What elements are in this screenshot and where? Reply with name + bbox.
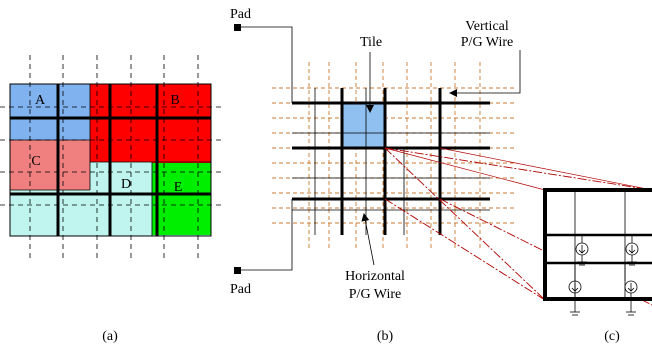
panel-b-thin-grid (292, 88, 490, 235)
region-label-d: D (121, 177, 131, 192)
caption-a: (a) (102, 329, 118, 344)
horizontal-wire-label-line2: P/G Wire (349, 287, 401, 302)
panel-b-power-grid: Pad Pad Tile Vertical P/G Wire Horizonta… (230, 7, 521, 344)
caption-c: (c) (604, 329, 620, 344)
panel-b-thick-grid (292, 88, 490, 235)
region-label-c: C (31, 154, 40, 169)
pad-top-wire (241, 26, 293, 103)
vertical-wire-label-line1: Vertical (465, 19, 509, 34)
vertical-wire-label-line2: P/G Wire (461, 35, 513, 50)
tile-label: Tile (360, 35, 382, 50)
pad-bottom-label: Pad (230, 282, 251, 297)
vertical-wire-arrow (449, 50, 521, 97)
panel-a-floorplan: A B C D E (a) (0, 55, 222, 344)
region-label-a: A (35, 93, 46, 108)
panel-a-dashed-grid (0, 55, 222, 262)
detail-frame (543, 188, 652, 301)
tile (342, 103, 385, 148)
pad-bottom-wire (241, 199, 293, 271)
panel-b-dashed-grid (272, 62, 515, 250)
pad-top-icon (234, 24, 241, 31)
region-e (152, 163, 211, 235)
region-b (90, 84, 211, 163)
panel-a-thick-grid (10, 84, 211, 236)
region-label-e: E (174, 180, 183, 195)
region-label-b: B (170, 93, 179, 108)
horizontal-wire-arrow (361, 213, 375, 266)
horizontal-wire-label-line1: Horizontal (345, 269, 405, 284)
caption-b: (b) (377, 329, 394, 344)
panel-c-detail: (c) (543, 188, 652, 344)
pad-top-label: Pad (230, 7, 251, 22)
zoom-lines-solid (384, 147, 652, 191)
pad-bottom-icon (234, 267, 241, 274)
region-a (10, 84, 90, 140)
region-c (10, 140, 90, 190)
